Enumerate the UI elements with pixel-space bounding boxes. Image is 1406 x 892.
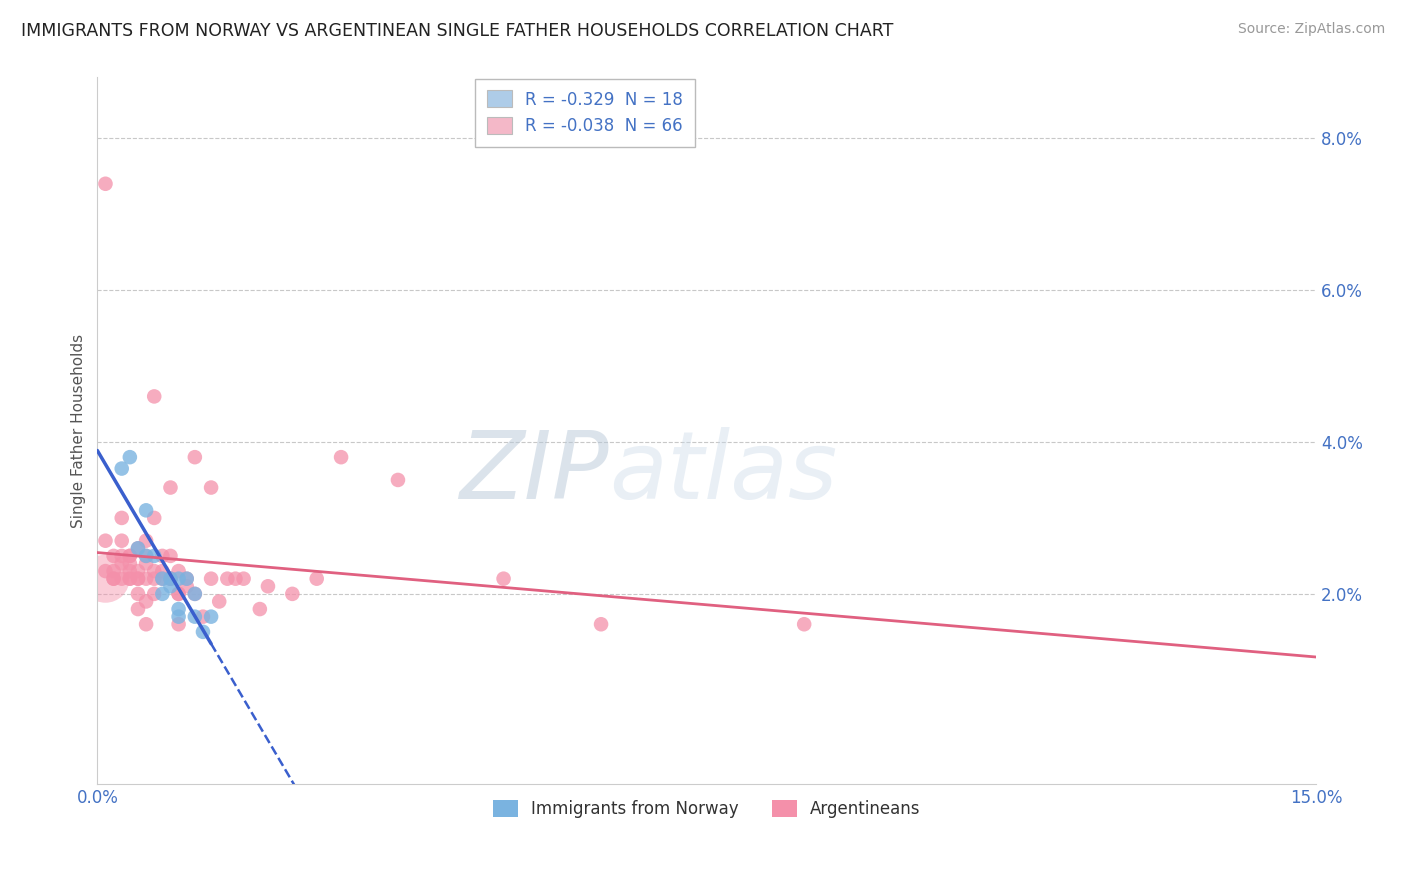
- Point: [127, 541, 149, 556]
- Legend: Immigrants from Norway, Argentineans: Immigrants from Norway, Argentineans: [486, 793, 928, 825]
- Point: [200, 572, 222, 586]
- Point: [200, 609, 222, 624]
- Point: [143, 511, 166, 525]
- Point: [111, 511, 134, 525]
- Point: [143, 549, 166, 563]
- Point: [167, 602, 190, 616]
- Point: [127, 602, 149, 616]
- Point: [150, 572, 173, 586]
- Text: ZIP: ZIP: [460, 427, 609, 518]
- Point: [111, 461, 134, 475]
- Point: [135, 572, 157, 586]
- Point: [387, 473, 409, 487]
- Point: [167, 564, 190, 578]
- Point: [127, 587, 149, 601]
- Point: [150, 587, 173, 601]
- Point: [118, 450, 141, 465]
- Point: [159, 579, 181, 593]
- Point: [135, 549, 157, 563]
- Point: [176, 572, 198, 586]
- Point: [167, 587, 190, 601]
- Point: [176, 572, 198, 586]
- Point: [167, 617, 190, 632]
- Point: [167, 572, 190, 586]
- Point: [111, 557, 134, 571]
- Point: [94, 533, 117, 548]
- Point: [330, 450, 353, 465]
- Point: [150, 564, 173, 578]
- Point: [94, 177, 117, 191]
- Point: [232, 572, 254, 586]
- Point: [150, 549, 173, 563]
- Point: [167, 587, 190, 601]
- Point: [135, 594, 157, 608]
- Point: [135, 503, 157, 517]
- Point: [103, 572, 125, 586]
- Point: [492, 572, 515, 586]
- Point: [143, 389, 166, 403]
- Point: [184, 609, 207, 624]
- Point: [143, 587, 166, 601]
- Point: [118, 549, 141, 563]
- Point: [591, 617, 613, 632]
- Point: [176, 579, 198, 593]
- Point: [127, 564, 149, 578]
- Point: [135, 617, 157, 632]
- Point: [305, 572, 328, 586]
- Point: [184, 587, 207, 601]
- Point: [118, 572, 141, 586]
- Point: [167, 609, 190, 624]
- Point: [191, 624, 214, 639]
- Point: [111, 533, 134, 548]
- Point: [111, 572, 134, 586]
- Point: [111, 549, 134, 563]
- Point: [217, 572, 239, 586]
- Point: [103, 549, 125, 563]
- Point: [793, 617, 815, 632]
- Point: [118, 564, 141, 578]
- Text: atlas: atlas: [609, 427, 838, 518]
- Point: [200, 481, 222, 495]
- Point: [159, 572, 181, 586]
- Point: [191, 609, 214, 624]
- Point: [184, 587, 207, 601]
- Point: [103, 564, 125, 578]
- Point: [135, 533, 157, 548]
- Point: [143, 564, 166, 578]
- Point: [118, 557, 141, 571]
- Point: [159, 549, 181, 563]
- Point: [135, 549, 157, 563]
- Point: [143, 572, 166, 586]
- Point: [118, 549, 141, 563]
- Point: [135, 557, 157, 571]
- Point: [127, 572, 149, 586]
- Point: [94, 564, 117, 578]
- Point: [150, 572, 173, 586]
- Text: IMMIGRANTS FROM NORWAY VS ARGENTINEAN SINGLE FATHER HOUSEHOLDS CORRELATION CHART: IMMIGRANTS FROM NORWAY VS ARGENTINEAN SI…: [21, 22, 893, 40]
- Point: [94, 572, 117, 586]
- Point: [224, 572, 246, 586]
- Point: [159, 572, 181, 586]
- Text: Source: ZipAtlas.com: Source: ZipAtlas.com: [1237, 22, 1385, 37]
- Y-axis label: Single Father Households: Single Father Households: [72, 334, 86, 528]
- Point: [281, 587, 304, 601]
- Point: [127, 541, 149, 556]
- Point: [103, 572, 125, 586]
- Point: [257, 579, 280, 593]
- Point: [159, 481, 181, 495]
- Point: [208, 594, 231, 608]
- Point: [127, 572, 149, 586]
- Point: [184, 450, 207, 465]
- Point: [118, 572, 141, 586]
- Point: [249, 602, 271, 616]
- Point: [159, 572, 181, 586]
